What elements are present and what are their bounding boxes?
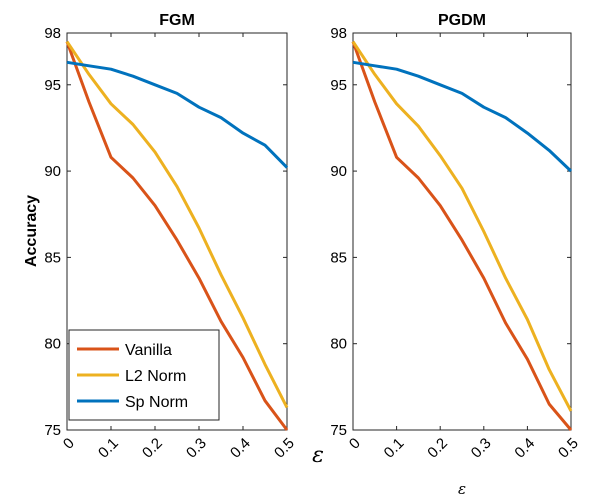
- chart-title: PGDM: [438, 12, 486, 29]
- y-tick-label: 98: [330, 25, 347, 42]
- series-line-l2-norm: [351, 40, 573, 412]
- panel-pgdm: PGDM 75 80 85 90 95 98 0 0.1 0.2 0.3 0.4 0.5: [330, 12, 582, 462]
- x-tick-label: 0.2: [424, 435, 451, 462]
- y-tick-label: 75: [330, 422, 347, 439]
- y-tick-label: 98: [44, 25, 61, 42]
- legend-entry: L2 Norm: [125, 368, 186, 385]
- x-tick-label: 0.3: [183, 435, 210, 462]
- x-tick-label: 0.3: [468, 435, 495, 462]
- y-tick-label: 90: [44, 163, 61, 180]
- series-line-l2-norm: [65, 40, 289, 409]
- x-tick-label: 0.4: [511, 435, 538, 462]
- legend-entry: Sp Norm: [125, 394, 188, 411]
- x-tick-label: 0.1: [381, 435, 408, 462]
- y-tick-label: 80: [330, 336, 347, 353]
- x-tick-label: 0.1: [95, 435, 122, 462]
- x-tick-label: 0.2: [139, 435, 166, 462]
- y-tick-label: 95: [44, 77, 61, 94]
- x-tick-label: 0.4: [227, 435, 254, 462]
- y-tick-label: 85: [44, 249, 61, 266]
- series-line-vanilla: [351, 41, 573, 431]
- legend: Vanilla L2 Norm Sp Norm: [68, 329, 220, 421]
- y-tick-label: 85: [330, 249, 347, 266]
- x-axis-label: ε: [458, 480, 466, 498]
- y-tick-label: 95: [330, 77, 347, 94]
- epsilon-label-left: ε: [312, 443, 324, 468]
- x-tick-label: 0: [60, 435, 78, 453]
- axes-box: [352, 32, 572, 431]
- y-tick-label: 90: [330, 163, 347, 180]
- x-tick-label: 0.5: [555, 435, 582, 462]
- axes-box: [66, 32, 288, 431]
- series-line-vanilla: [65, 41, 289, 431]
- y-axis-label: Accuracy: [23, 195, 40, 267]
- x-tick-label: 0: [346, 435, 364, 453]
- series-line-sp-norm: [352, 60, 573, 173]
- series-line-sp-norm: [66, 60, 289, 169]
- y-tick-label: 80: [44, 336, 61, 353]
- x-tick-label: 0.5: [271, 435, 298, 462]
- y-tick-label: 75: [44, 422, 61, 439]
- legend-entry: Vanilla: [125, 342, 172, 359]
- chart-title: FGM: [159, 12, 195, 29]
